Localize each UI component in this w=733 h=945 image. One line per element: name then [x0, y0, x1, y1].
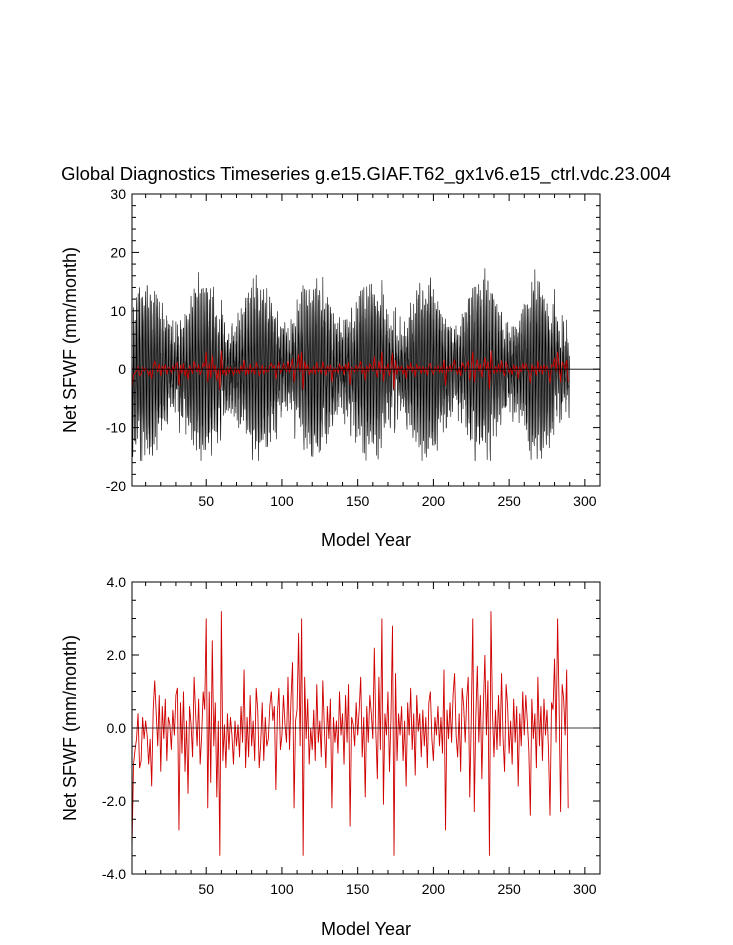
series-line-annual: [132, 350, 569, 390]
top-y-axis-label: Net SFWF (mm/month): [60, 247, 80, 433]
bottom-series-layer: [132, 611, 569, 856]
top-axis-ticks: [132, 193, 601, 487]
x-tick-label: 100: [270, 493, 294, 509]
top-x-tick-labels: 50 100 150 200 250 300: [198, 493, 596, 509]
x-tick-label: 300: [573, 881, 597, 897]
y-tick-label: 10: [110, 303, 126, 319]
chart-title: Global Diagnostics Timeseries g.e15.GIAF…: [61, 163, 671, 185]
y-tick-label: 0: [118, 361, 126, 377]
bottom-x-tick-labels: 50 100 150 200 250 300: [198, 881, 596, 897]
x-tick-label: 250: [497, 881, 521, 897]
top-panel: Global Diagnostics Timeseries g.e15.GIAF…: [60, 163, 671, 550]
x-tick-label: 50: [198, 493, 214, 509]
y-tick-label: 2.0: [107, 647, 127, 663]
y-tick-label: 4.0: [107, 574, 127, 590]
bottom-axis-ticks: [132, 581, 601, 875]
y-tick-label: 20: [110, 244, 126, 260]
bottom-x-axis-label: Model Year: [321, 919, 411, 939]
top-series-layer: [132, 268, 570, 461]
y-tick-label: -4.0: [102, 866, 126, 882]
x-tick-label: 200: [422, 881, 446, 897]
bottom-panel: -4.0 -2.0 0.0 2.0 4.0 50 100 150 200 250 300 Mode…: [60, 574, 601, 939]
bottom-y-axis-label: Net SFWF (mm/month): [60, 635, 80, 821]
x-tick-label: 200: [422, 493, 446, 509]
top-plot-frame: [131, 193, 601, 487]
x-tick-label: 250: [497, 493, 521, 509]
y-tick-label: -20: [106, 478, 126, 494]
x-tick-label: 50: [198, 881, 214, 897]
y-tick-label: 0.0: [107, 720, 127, 736]
x-tick-label: 100: [270, 881, 294, 897]
y-tick-label: -10: [106, 420, 126, 436]
bottom-y-tick-labels: -4.0 -2.0 0.0 2.0 4.0: [102, 574, 126, 882]
top-y-tick-labels: -20 -10 0 10 20 30: [106, 186, 126, 494]
x-tick-label: 300: [573, 493, 597, 509]
series-line-monthly: [132, 268, 570, 461]
x-tick-label: 150: [346, 881, 370, 897]
x-tick-label: 150: [346, 493, 370, 509]
series-line-annual: [132, 611, 569, 856]
y-tick-label: -2.0: [102, 793, 126, 809]
y-tick-label: 30: [110, 186, 126, 202]
top-x-axis-label: Model Year: [321, 530, 411, 550]
